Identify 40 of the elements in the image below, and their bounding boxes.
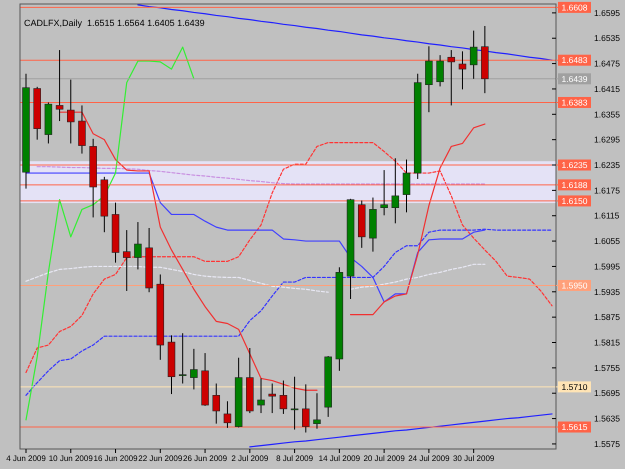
ref-line-label: 1.6188 [562,180,588,190]
x-tick-label: 16 Jun 2009 [94,454,138,463]
x-tick-label: 8 Jul 2009 [276,454,314,463]
y-tick-label: 1.5755 [594,362,620,373]
x-tick-label: 14 Jul 2009 [318,454,361,463]
y-tick-label: 1.6295 [594,134,620,145]
y-tick-label: 1.6595 [594,8,620,18]
x-tick-label: 4 Jun 2009 [6,454,46,463]
y-tick-label: 1.5575 [594,438,620,449]
ref-line-label: 1.6608 [562,2,588,12]
x-tick-label: 22 Jun 2009 [138,454,183,463]
x-tick-label: 20 Jul 2009 [363,454,406,463]
ref-line-label: 1.5615 [562,422,588,432]
y-tick-label: 1.6175 [594,185,620,196]
y-tick-label: 1.6535 [594,33,620,44]
ref-line-label: 1.6383 [562,97,588,108]
ref-line-label: 1.6235 [562,160,588,170]
y-tick-label: 1.6355 [594,109,620,120]
y-tick-label: 1.6115 [594,210,620,221]
ref-line-label: 1.6439 [562,74,588,84]
x-tick-label: 24 Jul 2009 [408,454,450,463]
y-tick-label: 1.6055 [594,236,620,246]
y-tick-label: 1.5815 [594,338,620,348]
ref-line-label: 1.5950 [562,280,588,290]
y-tick-label: 1.6415 [594,84,620,94]
y-tick-label: 1.5635 [594,414,620,424]
y-tick-label: 1.6475 [594,58,620,69]
x-tick-label: 10 Jun 2009 [48,454,94,463]
y-tick-label: 1.5935 [594,286,620,297]
y-tick-label: 1.5875 [594,312,620,322]
y-tick-label: 1.5695 [594,388,620,398]
x-tick-label: 26 Jun 2009 [183,454,228,463]
y-tick-label: 1.5995 [594,261,620,272]
x-tick-label: 2 Jul 2009 [231,454,269,463]
x-tick-label: 30 Jul 2009 [452,454,495,463]
ref-line-label: 1.6483 [562,55,588,66]
y-tick-label: 1.6235 [594,160,620,170]
ref-line-label: 1.6150 [562,196,588,206]
ref-line-label: 1.5710 [562,382,588,392]
text: CADLFX,Daily 1.6515 1.6564 1.6405 1.6439 [24,18,205,28]
